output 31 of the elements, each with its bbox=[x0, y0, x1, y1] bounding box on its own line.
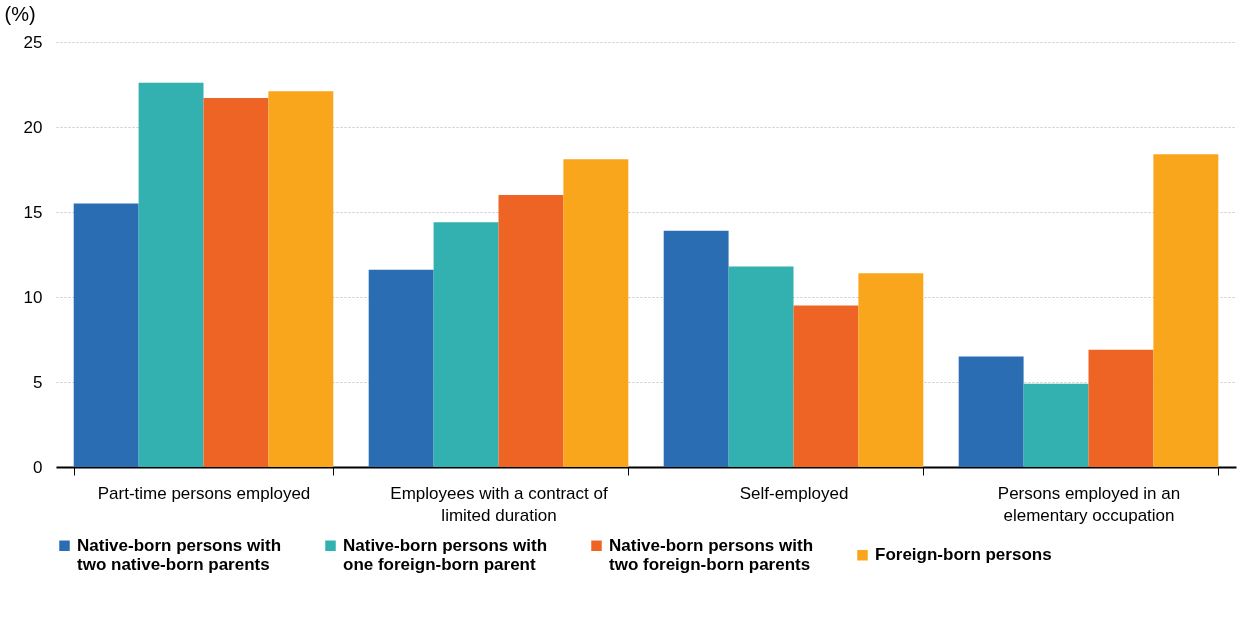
x-tick-label: Part-time persons employed bbox=[97, 483, 311, 503]
bar bbox=[138, 82, 204, 467]
bar bbox=[958, 356, 1024, 467]
bar bbox=[1023, 383, 1089, 467]
bar bbox=[1088, 349, 1154, 467]
bar bbox=[793, 305, 859, 467]
bar bbox=[433, 222, 499, 467]
bar bbox=[663, 230, 729, 467]
bar bbox=[728, 266, 794, 467]
bar bbox=[268, 91, 334, 467]
legend-label: Native-born persons with two foreign-born parents bbox=[609, 535, 814, 574]
x-tick-label: Employees with a contract of limited duration bbox=[390, 483, 608, 525]
bar bbox=[498, 195, 564, 467]
bar bbox=[73, 203, 139, 467]
y-tick-label: 20 bbox=[23, 117, 43, 137]
y-tick-label: 25 bbox=[23, 32, 43, 52]
x-tick-label: Persons employed in an elementary occupation bbox=[997, 483, 1181, 525]
legend-label: Native-born persons with two native-born parents bbox=[77, 535, 282, 574]
y-tick-label: 0 bbox=[33, 457, 43, 477]
x-tick-label: Self-employed bbox=[739, 483, 849, 503]
bar bbox=[1153, 154, 1219, 467]
y-axis-title: (%) bbox=[4, 2, 36, 25]
y-tick-label: 5 bbox=[33, 372, 43, 392]
bar bbox=[368, 269, 434, 467]
y-tick-label: 10 bbox=[23, 287, 43, 307]
legend-label: Foreign-born persons bbox=[875, 545, 1052, 565]
bar bbox=[203, 98, 269, 467]
bar bbox=[563, 159, 629, 467]
y-tick-label: 15 bbox=[23, 202, 43, 222]
legend-label: Native-born persons with one foreign-born parent bbox=[343, 535, 548, 574]
bar bbox=[858, 273, 924, 467]
